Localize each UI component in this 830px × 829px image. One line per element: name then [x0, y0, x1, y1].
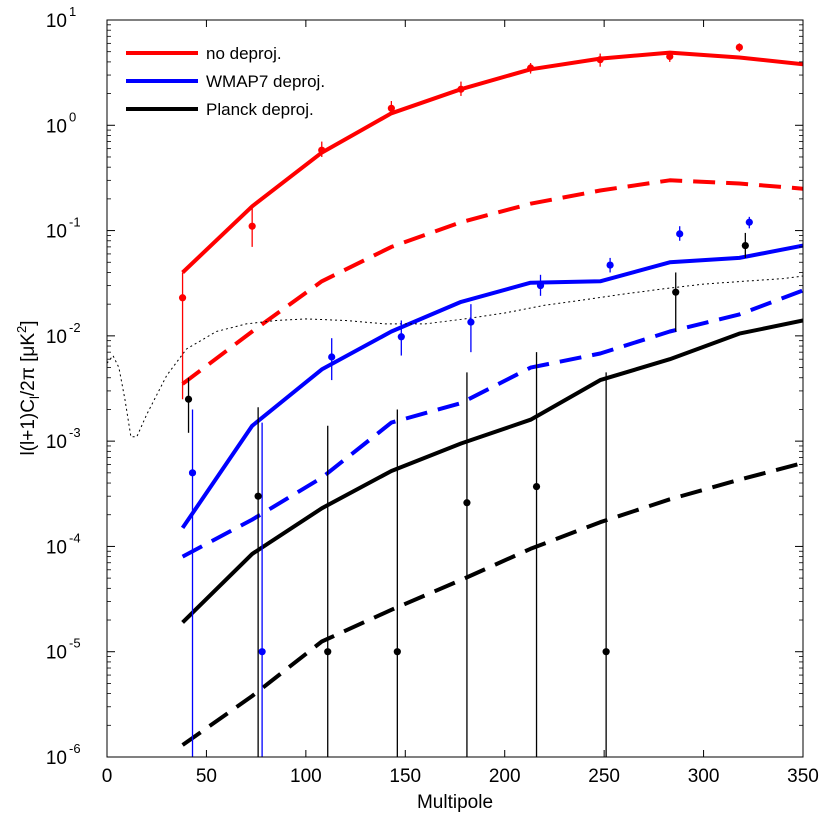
data-point-0-5: [526, 64, 535, 72]
data-point-2-7: [672, 288, 680, 296]
x-tick-label-2: 100: [290, 766, 322, 787]
y-tick-label-exp-4: -2: [69, 320, 81, 335]
series-line-2: [180, 243, 803, 530]
series-line-0: [181, 50, 803, 274]
series-line-4: [181, 318, 803, 624]
data-point-2-4: [463, 499, 471, 507]
data-point-0-8: [735, 43, 743, 51]
x-tick-label-7: 350: [787, 766, 819, 787]
data-point-2-1: [254, 492, 262, 500]
y-tick-label-1: 10: [46, 643, 67, 664]
y-tick-label-exp-2: -4: [69, 530, 81, 545]
legend-label-2: Planck deproj.: [206, 100, 314, 119]
data-point-2-0: [184, 395, 193, 403]
y-tick-label-exp-1: -5: [69, 636, 81, 651]
data-point-2-3: [393, 648, 401, 656]
x-tick-label-0: 0: [102, 766, 113, 787]
data-point-1-2: [328, 353, 336, 361]
data-point-2-6: [602, 648, 610, 656]
y-tick-label-exp-5: -1: [69, 215, 81, 230]
y-tick-label-exp-3: -3: [69, 425, 81, 440]
series-line-3: [181, 288, 803, 559]
x-tick-label-4: 200: [489, 766, 521, 787]
data-point-1-0: [188, 469, 197, 477]
series-line-6: [107, 275, 803, 438]
y-tick-label-0: 10: [46, 748, 67, 769]
y-tick-label-2: 10: [46, 537, 67, 558]
y-tick-label-3: 10: [46, 432, 67, 453]
legend-label-0: no deproj.: [206, 44, 282, 63]
data-point-1-8: [745, 218, 753, 226]
y-axis-label-part-c: ]: [18, 320, 39, 325]
y-tick-label-6: 10: [46, 116, 67, 137]
y-tick-label-4: 10: [46, 327, 67, 348]
series-layer: [107, 50, 803, 747]
data-point-1-3: [397, 333, 405, 341]
legend-label-1: WMAP7 deproj.: [206, 72, 325, 91]
data-point-0-7: [666, 52, 674, 61]
x-tick-label-6: 300: [688, 766, 720, 787]
series-line-1: [181, 178, 803, 386]
y-axis-label-sup: 2: [14, 326, 29, 333]
y-tick-label-5: 10: [46, 222, 67, 243]
data-point-2-2: [324, 648, 332, 656]
data-point-1-4: [467, 318, 475, 326]
y-tick-label-exp-0: -6: [69, 741, 81, 756]
data-point-0-3: [387, 104, 395, 112]
y-tick-label-exp-7: 1: [69, 4, 76, 19]
plot-frame: [106, 19, 804, 758]
x-tick-label-5: 250: [588, 766, 620, 787]
data-point-1-7: [676, 230, 684, 238]
data-point-1-6: [606, 261, 614, 269]
y-tick-label-7: 10: [46, 11, 67, 32]
data-point-1-1: [258, 648, 266, 656]
y-tick-label-exp-6: 0: [69, 109, 76, 124]
x-axis-label: Multipole: [417, 792, 493, 813]
legend: no deproj. WMAP7 deproj. Planck deproj.: [126, 44, 325, 119]
x-tick-label-3: 150: [389, 766, 421, 787]
data-point-0-1: [248, 222, 256, 230]
series-line-5: [181, 461, 803, 747]
data-point-2-5: [532, 483, 541, 491]
data-point-0-0: [178, 294, 187, 302]
data-point-0-6: [596, 56, 604, 64]
data-point-0-4: [457, 85, 465, 93]
y-axis-label-part-b: /2π [μK: [18, 333, 39, 396]
data-point-0-2: [318, 146, 326, 154]
data-point-2-8: [741, 241, 749, 250]
data-point-1-5: [536, 282, 545, 290]
y-axis-label-sub: l: [27, 396, 42, 399]
y-axis-label: l(l+1)Cl/2π [μK2]: [14, 320, 42, 455]
y-axis-label-part-a: l(l+1)C: [18, 399, 39, 455]
x-tick-label-1: 50: [196, 766, 217, 787]
points-layer: [178, 43, 753, 757]
